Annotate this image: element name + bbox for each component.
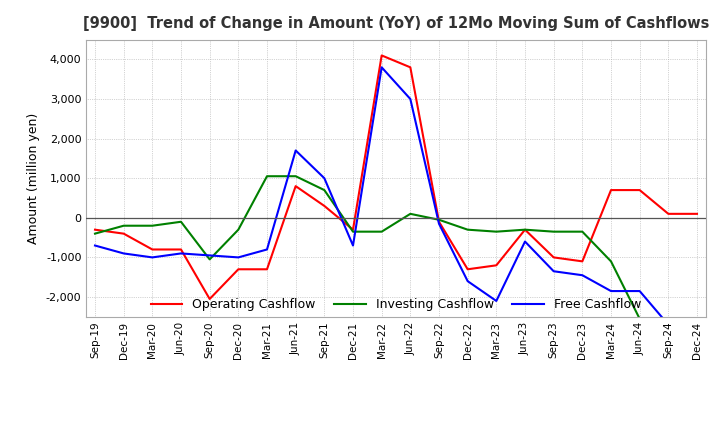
Free Cashflow bbox=[234, 255, 243, 260]
Investing Cashflow bbox=[492, 229, 500, 234]
Operating Cashflow bbox=[521, 227, 529, 232]
Operating Cashflow bbox=[120, 231, 128, 236]
Free Cashflow bbox=[549, 268, 558, 274]
Investing Cashflow bbox=[578, 229, 587, 234]
Operating Cashflow bbox=[348, 227, 357, 232]
Operating Cashflow bbox=[435, 219, 444, 224]
Free Cashflow bbox=[91, 243, 99, 248]
Free Cashflow bbox=[693, 318, 701, 323]
Investing Cashflow bbox=[607, 259, 616, 264]
Investing Cashflow bbox=[176, 219, 185, 224]
Free Cashflow bbox=[176, 251, 185, 256]
Investing Cashflow bbox=[464, 227, 472, 232]
Investing Cashflow bbox=[148, 223, 157, 228]
Operating Cashflow bbox=[578, 259, 587, 264]
Title: [9900]  Trend of Change in Amount (YoY) of 12Mo Moving Sum of Cashflows: [9900] Trend of Change in Amount (YoY) o… bbox=[83, 16, 709, 32]
Investing Cashflow bbox=[292, 173, 300, 179]
Operating Cashflow bbox=[664, 211, 672, 216]
Free Cashflow bbox=[664, 322, 672, 327]
Operating Cashflow bbox=[205, 297, 214, 302]
Operating Cashflow bbox=[464, 267, 472, 272]
Operating Cashflow bbox=[406, 65, 415, 70]
Investing Cashflow bbox=[263, 173, 271, 179]
Operating Cashflow bbox=[91, 227, 99, 232]
Free Cashflow bbox=[120, 251, 128, 256]
Investing Cashflow bbox=[91, 231, 99, 236]
Operating Cashflow bbox=[263, 267, 271, 272]
Operating Cashflow bbox=[148, 247, 157, 252]
Free Cashflow bbox=[578, 272, 587, 278]
Operating Cashflow bbox=[292, 183, 300, 189]
Investing Cashflow bbox=[521, 227, 529, 232]
Free Cashflow bbox=[377, 65, 386, 70]
Operating Cashflow bbox=[234, 267, 243, 272]
Investing Cashflow bbox=[234, 227, 243, 232]
Free Cashflow bbox=[635, 289, 644, 294]
Free Cashflow bbox=[406, 96, 415, 102]
Investing Cashflow bbox=[549, 229, 558, 234]
Y-axis label: Amount (million yen): Amount (million yen) bbox=[27, 113, 40, 244]
Investing Cashflow bbox=[120, 223, 128, 228]
Investing Cashflow bbox=[320, 187, 328, 193]
Free Cashflow bbox=[148, 255, 157, 260]
Free Cashflow bbox=[435, 221, 444, 226]
Free Cashflow bbox=[464, 279, 472, 284]
Investing Cashflow bbox=[205, 257, 214, 262]
Investing Cashflow bbox=[635, 316, 644, 321]
Operating Cashflow bbox=[607, 187, 616, 193]
Line: Operating Cashflow: Operating Cashflow bbox=[95, 55, 697, 299]
Investing Cashflow bbox=[406, 211, 415, 216]
Free Cashflow bbox=[320, 176, 328, 181]
Investing Cashflow bbox=[693, 318, 701, 323]
Investing Cashflow bbox=[377, 229, 386, 234]
Operating Cashflow bbox=[176, 247, 185, 252]
Free Cashflow bbox=[205, 253, 214, 258]
Line: Investing Cashflow: Investing Cashflow bbox=[95, 176, 697, 321]
Free Cashflow bbox=[492, 298, 500, 304]
Investing Cashflow bbox=[435, 217, 444, 222]
Legend: Operating Cashflow, Investing Cashflow, Free Cashflow: Operating Cashflow, Investing Cashflow, … bbox=[146, 293, 646, 316]
Operating Cashflow bbox=[320, 203, 328, 209]
Free Cashflow bbox=[263, 247, 271, 252]
Free Cashflow bbox=[607, 289, 616, 294]
Operating Cashflow bbox=[635, 187, 644, 193]
Investing Cashflow bbox=[348, 229, 357, 234]
Line: Free Cashflow: Free Cashflow bbox=[95, 67, 697, 325]
Operating Cashflow bbox=[492, 263, 500, 268]
Operating Cashflow bbox=[549, 255, 558, 260]
Operating Cashflow bbox=[377, 53, 386, 58]
Free Cashflow bbox=[292, 148, 300, 153]
Investing Cashflow bbox=[664, 318, 672, 323]
Operating Cashflow bbox=[693, 211, 701, 216]
Free Cashflow bbox=[348, 243, 357, 248]
Free Cashflow bbox=[521, 239, 529, 244]
